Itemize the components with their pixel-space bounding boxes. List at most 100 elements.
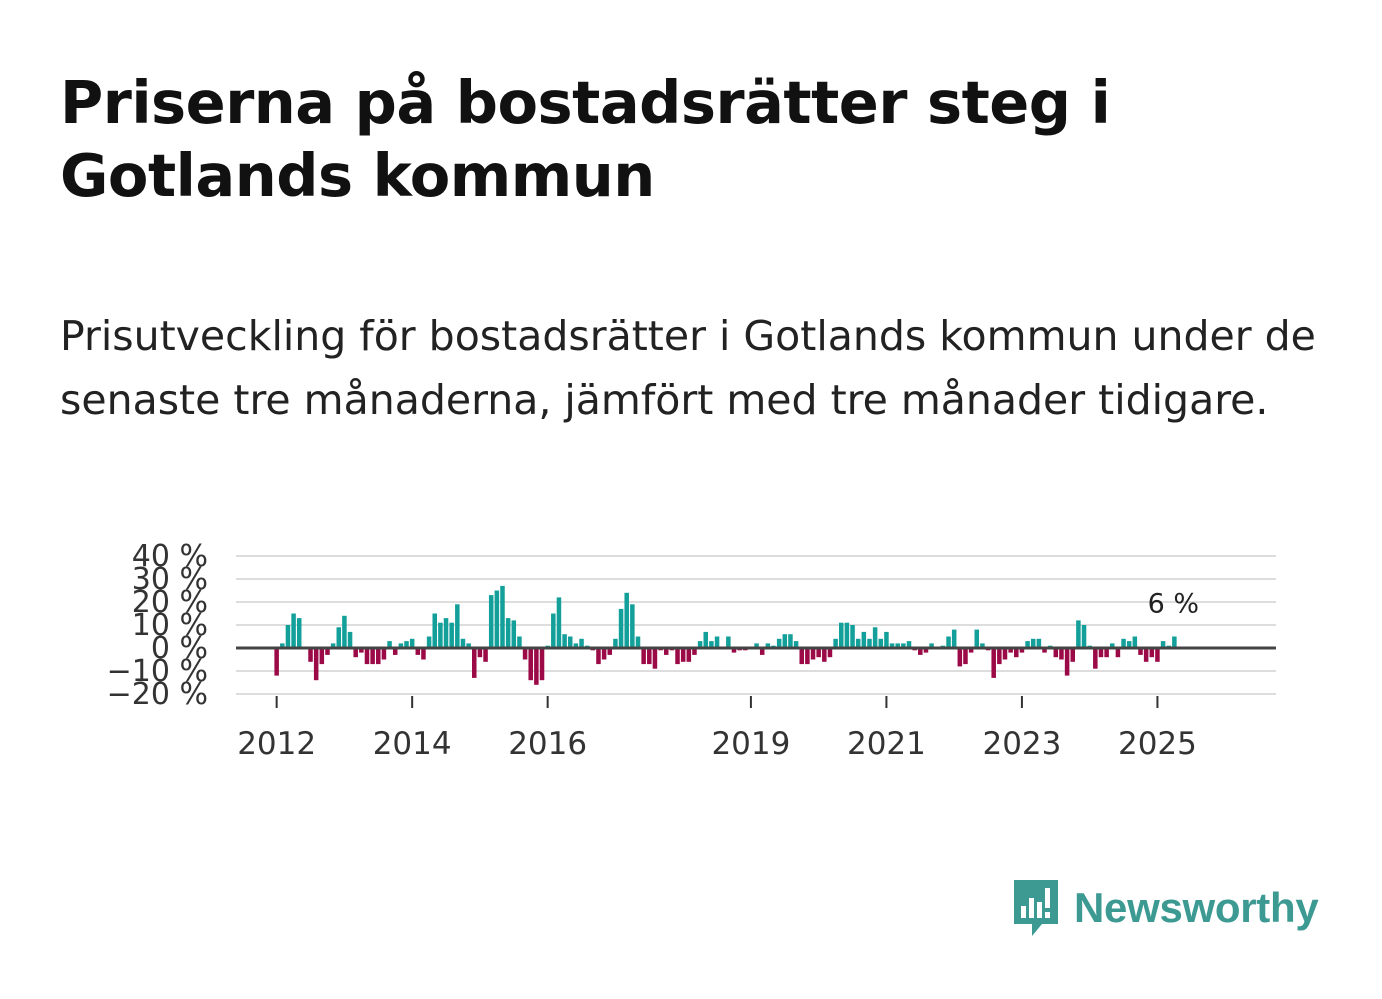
bar <box>618 608 624 648</box>
bar <box>460 638 466 648</box>
bar <box>280 643 285 648</box>
bar <box>805 648 810 665</box>
bar <box>1155 648 1160 662</box>
bar <box>1002 648 1008 660</box>
bar <box>731 648 737 653</box>
bar <box>923 648 929 653</box>
bar <box>788 634 793 648</box>
bar <box>1036 638 1042 648</box>
bar <box>381 648 387 660</box>
bar <box>641 648 646 665</box>
bar <box>1121 638 1126 648</box>
bar <box>884 631 889 648</box>
bar <box>488 595 494 648</box>
x-tick-label: 2016 <box>508 726 587 762</box>
bar <box>1064 648 1070 676</box>
bar <box>833 638 838 648</box>
grid-lines <box>236 555 1276 695</box>
bar <box>1070 648 1075 662</box>
bar <box>1076 620 1081 648</box>
bar <box>861 631 867 648</box>
y-tick-label: 20 % <box>132 585 208 620</box>
bar <box>867 638 872 648</box>
bar <box>556 597 562 648</box>
bar <box>1132 636 1138 648</box>
x-tick-label: 2019 <box>711 726 790 762</box>
bar <box>918 648 923 655</box>
bar <box>889 643 895 648</box>
bar <box>1019 648 1025 653</box>
bar <box>776 638 782 648</box>
last-value-annotation: 6 % <box>1148 589 1199 620</box>
y-tick-label: 10 % <box>132 608 208 643</box>
bar <box>364 648 370 665</box>
bar <box>562 634 567 648</box>
y-tick-label: −10 % <box>107 654 208 689</box>
bar <box>313 648 319 681</box>
bar <box>839 622 844 648</box>
bar <box>1059 648 1064 660</box>
bar <box>793 641 799 648</box>
bar <box>539 648 545 681</box>
bar <box>342 615 347 648</box>
bar <box>296 618 302 648</box>
bar <box>1030 638 1036 648</box>
bar <box>630 604 635 648</box>
bar <box>1138 648 1143 655</box>
bar <box>477 648 483 658</box>
bar <box>675 648 680 665</box>
bar <box>1042 648 1047 653</box>
y-tick-label: 40 % <box>132 539 208 574</box>
x-tick-label: 2021 <box>847 726 926 762</box>
bar <box>810 648 816 660</box>
bar <box>901 643 906 648</box>
bar <box>551 613 556 648</box>
bar <box>680 648 686 662</box>
bar <box>726 636 731 648</box>
bar <box>697 641 703 648</box>
chart-title: Priserna på bostadsrätter steg i Gotland… <box>60 68 1111 210</box>
bar <box>980 643 985 648</box>
bar <box>878 638 884 648</box>
bar <box>759 648 765 655</box>
bar <box>528 648 533 681</box>
bar <box>404 641 409 648</box>
bar <box>822 648 827 662</box>
bar <box>1104 648 1109 658</box>
bar <box>1110 643 1115 648</box>
x-tick-label: 2012 <box>237 726 316 762</box>
bar <box>816 648 821 658</box>
bar <box>573 643 579 648</box>
bar <box>330 643 336 648</box>
bar <box>494 590 500 648</box>
bar <box>709 641 714 648</box>
y-tick-label: 0 % <box>151 631 208 666</box>
bar <box>370 648 375 665</box>
bar <box>1149 648 1155 658</box>
bar <box>827 648 833 658</box>
bar <box>635 636 641 648</box>
bar <box>957 648 963 667</box>
newsworthy-logo-icon <box>1014 880 1058 936</box>
bar <box>754 643 759 648</box>
bar <box>347 631 353 648</box>
bar <box>607 648 613 655</box>
bar <box>692 648 697 655</box>
bar <box>353 648 358 658</box>
x-tick-label: 2014 <box>373 726 452 762</box>
x-tick-label: 2023 <box>982 726 1061 762</box>
bar <box>663 648 669 655</box>
x-axis-ticks: 2012 2014 2016 2019 2021 2023 2025 <box>237 696 1197 762</box>
bar <box>579 638 584 648</box>
bar <box>472 648 477 678</box>
bar <box>647 648 652 665</box>
bar <box>359 648 364 653</box>
bar <box>409 638 415 648</box>
bar <box>1081 625 1087 648</box>
chart-subtitle: Prisutveckling för bostadsrätter i Gotla… <box>60 312 1316 424</box>
bar <box>438 622 443 648</box>
bar <box>624 592 629 648</box>
bar <box>319 648 325 665</box>
bar <box>601 648 607 660</box>
bar <box>426 636 432 648</box>
